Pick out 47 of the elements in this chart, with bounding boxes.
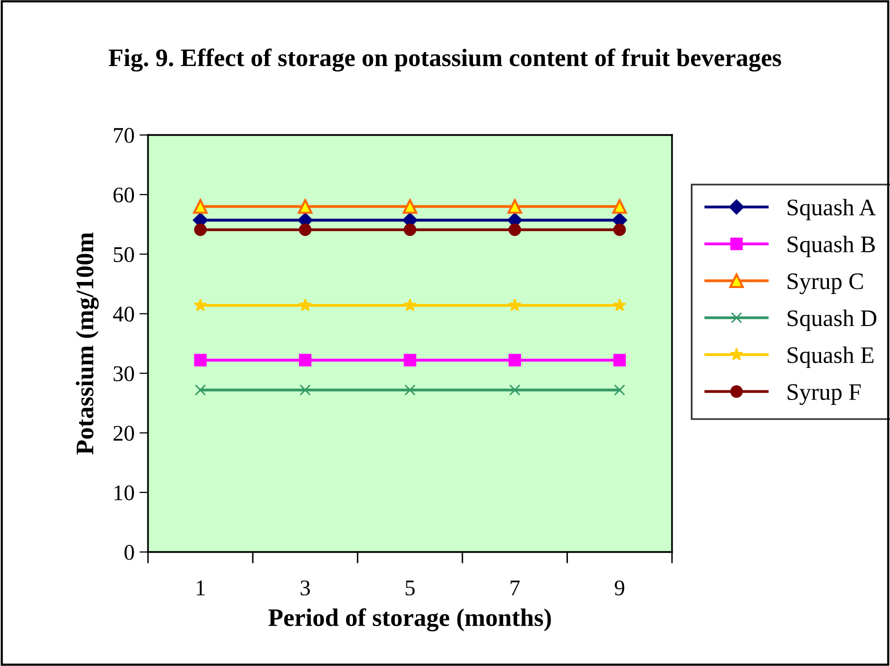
point [404,384,416,396]
point [508,298,522,312]
x-axis-title: Period of storage (months) [268,608,551,632]
y-tick-label: 10 [114,485,134,500]
legend-label: Squash D [788,310,876,332]
y-tick-label: 60 [114,188,134,202]
point [508,223,522,236]
point [403,298,417,312]
point [404,223,416,236]
point [194,354,207,366]
point [194,223,207,236]
point [194,298,208,312]
point [614,384,626,396]
point [613,354,626,366]
point [300,384,311,396]
point [193,199,208,214]
point [612,199,627,214]
y-tick-label: 50 [114,247,134,262]
point [298,199,312,214]
point [404,354,416,366]
legend-label: Syrup F [788,384,861,405]
y-tick-label: 70 [114,128,134,143]
x-tick-label: 3 [300,580,310,596]
point [298,354,312,366]
y-tick-label: 20 [114,426,134,441]
legend-label: Syrup C [788,273,863,294]
y-tick-label: 0 [124,544,134,560]
point [402,199,418,214]
point [298,223,312,236]
point [508,199,522,214]
y-tick-label: 40 [113,306,134,322]
y-axis-title: Potassium (mg/100m [76,232,99,455]
x-tick-label: 7 [510,580,520,596]
x-tick-label: 9 [614,580,624,596]
point [613,223,626,236]
point [509,384,520,396]
point [194,384,206,396]
x-tick-label: 1 [196,580,205,596]
legend-label: Squash A [788,198,876,220]
legend-label: Squash B [788,236,875,258]
point [298,298,312,312]
point [508,354,522,366]
chart-title: Fig. 9. Effect of storage on potassium content of fruit beverages [108,48,782,72]
point [612,298,626,312]
x-tick-label: 5 [406,580,415,596]
legend-label: Squash E [788,346,874,368]
y-tick-label: 30 [114,366,134,382]
